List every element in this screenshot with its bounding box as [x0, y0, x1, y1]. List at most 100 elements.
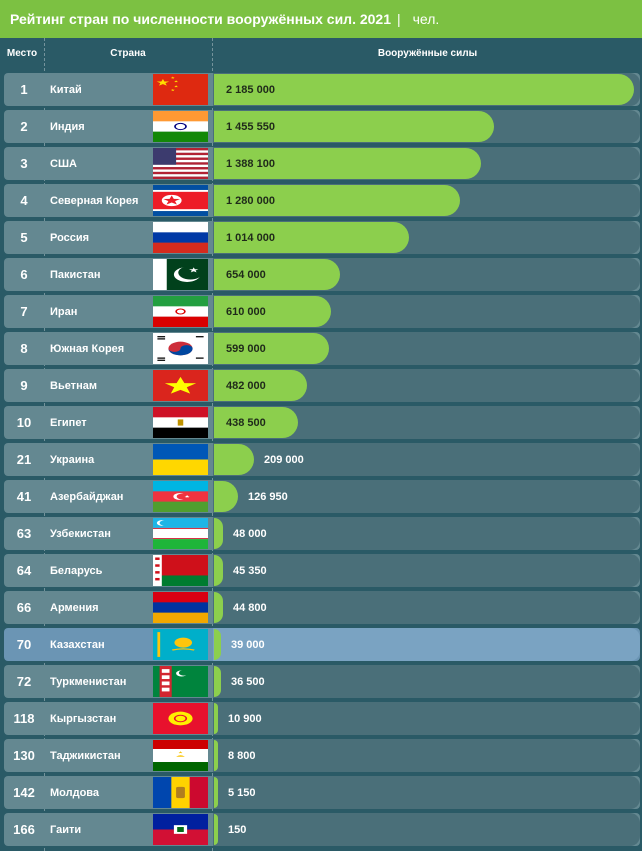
chart-row: 8 Южная Корея 599 000: [0, 332, 642, 365]
bar: [214, 481, 238, 512]
rank-label: 72: [16, 674, 32, 689]
rank-label: 1: [20, 82, 28, 97]
chart-row: 1 Китай 2 185 000: [0, 73, 642, 106]
belarus-flag-icon: [153, 555, 208, 586]
value-label: 438 500: [226, 416, 266, 429]
value-label: 36 500: [231, 675, 265, 688]
chart-row: 63 Узбекистан 48 000: [0, 517, 642, 550]
rank-label: 4: [20, 193, 28, 208]
bar-track: [213, 554, 640, 587]
rank-label: 2: [20, 119, 28, 134]
value-label: 654 000: [226, 268, 266, 281]
south-korea-flag-icon: [153, 333, 208, 364]
value-label: 150: [228, 823, 247, 836]
usa-flag-icon: [153, 148, 208, 179]
bar: [214, 296, 331, 327]
unit-label: чел.: [412, 11, 440, 27]
country-label: Египет: [50, 416, 87, 429]
rank-label: 66: [16, 600, 32, 615]
kazakhstan-flag-icon: [153, 629, 208, 660]
bar: [214, 148, 481, 179]
egypt-flag-icon: [153, 407, 208, 438]
country-label: Иран: [50, 305, 78, 318]
chart-row: 21 Украина 209 000: [0, 443, 642, 476]
rank-label: 8: [20, 341, 28, 356]
country-label: Беларусь: [50, 564, 103, 577]
country-label: Азербайджан: [50, 490, 124, 503]
bar: [214, 259, 340, 290]
bar: [214, 370, 307, 401]
rank-label: 118: [13, 711, 35, 726]
india-flag-icon: [153, 111, 208, 142]
rank-label: 10: [16, 415, 32, 430]
chart-row: 166 Гаити 150: [0, 813, 642, 846]
value-label: 44 800: [233, 601, 267, 614]
country-label: Армения: [50, 601, 99, 614]
country-label: Кыргызстан: [50, 712, 117, 725]
bar: [214, 222, 409, 253]
rank-label: 5: [20, 230, 28, 245]
value-label: 126 950: [248, 490, 288, 503]
country-label: Молдова: [50, 786, 100, 799]
country-label: Северная Корея: [50, 194, 139, 207]
kyrgyzstan-flag-icon: [153, 703, 208, 734]
country-label: Украина: [50, 453, 95, 466]
north-korea-flag-icon: [153, 185, 208, 216]
bar: [214, 111, 494, 142]
value-label: 209 000: [264, 453, 304, 466]
bar: [214, 444, 254, 475]
column-header-rank: Место: [6, 47, 38, 59]
chart-row: 66 Армения 44 800: [0, 591, 642, 624]
country-label: Китай: [50, 83, 82, 96]
bar-track: [213, 776, 640, 809]
bar-track: [213, 813, 640, 846]
country-label: Пакистан: [50, 268, 101, 281]
value-label: 1 014 000: [226, 231, 275, 244]
bar: [214, 333, 329, 364]
value-label: 2 185 000: [226, 83, 275, 96]
bar: [214, 629, 221, 660]
chart-row: 9 Вьетнам 482 000: [0, 369, 642, 402]
rank-label: 166: [13, 822, 35, 837]
chart-row: 118 Кыргызстан 10 900: [0, 702, 642, 735]
rank-label: 142: [13, 785, 35, 800]
country-label: Вьетнам: [50, 379, 97, 392]
country-label: США: [50, 157, 77, 170]
value-label: 10 900: [228, 712, 262, 725]
russia-flag-icon: [153, 222, 208, 253]
chart-row: 6 Пакистан 654 000: [0, 258, 642, 291]
pakistan-flag-icon: [153, 259, 208, 290]
bar: [214, 407, 298, 438]
column-header-forces: Вооружённые силы: [377, 47, 478, 59]
bar-track: [213, 591, 640, 624]
chart-row: 41 Азербайджан 126 950: [0, 480, 642, 513]
value-label: 482 000: [226, 379, 266, 392]
iran-flag-icon: [153, 296, 208, 327]
bar: [214, 814, 218, 845]
country-label: Туркменистан: [50, 675, 127, 688]
bar: [214, 555, 223, 586]
value-label: 1 455 550: [226, 120, 275, 133]
chart-row: 5 Россия 1 014 000: [0, 221, 642, 254]
uzbekistan-flag-icon: [153, 518, 208, 549]
bar: [214, 592, 223, 623]
haiti-flag-icon: [153, 814, 208, 845]
chart-row: 142 Молдова 5 150: [0, 776, 642, 809]
ukraine-flag-icon: [153, 444, 208, 475]
bar: [214, 740, 218, 771]
rank-label: 7: [20, 304, 28, 319]
rank-label: 6: [20, 267, 28, 282]
rank-label: 9: [20, 378, 28, 393]
bar: [214, 518, 223, 549]
country-label: Россия: [50, 231, 90, 244]
bar-track: [213, 480, 640, 513]
azerbaijan-flag-icon: [153, 481, 208, 512]
chart-title: Рейтинг стран по численности вооружённых…: [10, 11, 391, 27]
title-separator: |: [397, 11, 401, 27]
chart-row: 4 Северная Корея 1 280 000: [0, 184, 642, 217]
bar-track: [213, 702, 640, 735]
chart-row: 70 Казахстан 39 000: [0, 628, 642, 661]
country-label: Южная Корея: [50, 342, 125, 355]
vietnam-flag-icon: [153, 370, 208, 401]
armenia-flag-icon: [153, 592, 208, 623]
